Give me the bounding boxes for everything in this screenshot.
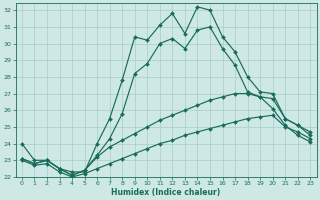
X-axis label: Humidex (Indice chaleur): Humidex (Indice chaleur) xyxy=(111,188,221,197)
